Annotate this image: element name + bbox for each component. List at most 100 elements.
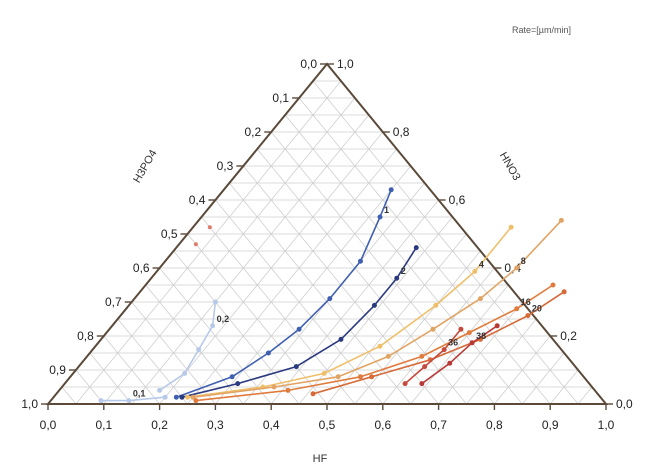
series-point	[458, 326, 464, 332]
series-point	[469, 340, 475, 346]
bottom-tick-label: 1,0	[598, 418, 615, 432]
left-tick-label: 0,8	[77, 329, 94, 343]
series-point	[394, 275, 400, 281]
series-point	[327, 296, 333, 302]
series-point	[433, 302, 439, 308]
series-label-0,1: 0,1	[133, 389, 146, 399]
series-point	[210, 323, 216, 329]
grid-line	[256, 148, 467, 405]
series-point	[419, 381, 425, 387]
right-tick-label: 1,0	[337, 57, 354, 71]
tick-layer: 0,0 0,1 0,2 0,3 0,4 0,5 0,6 0,7 0,8 0,9 1,00,00,10…	[21, 57, 633, 432]
series-point	[550, 282, 556, 288]
grid-line	[103, 335, 160, 405]
series-point	[235, 381, 241, 387]
right-tick-label: 0,4	[504, 261, 521, 275]
grid-line	[466, 318, 537, 405]
series-point	[321, 370, 327, 376]
rate-annotation: Rate=[µm/min]	[512, 25, 571, 35]
series-point	[558, 217, 564, 223]
grid-line	[326, 233, 467, 405]
series-point	[385, 353, 391, 359]
grid-line	[131, 114, 370, 405]
grid-line	[410, 284, 509, 405]
grid-line	[131, 301, 216, 405]
series-point	[357, 258, 363, 264]
left-tick-label: 0,1	[272, 91, 289, 105]
grid-line	[89, 352, 133, 405]
grid-line	[201, 216, 356, 405]
series-point	[157, 387, 163, 393]
series-point	[447, 360, 453, 366]
series-point	[369, 374, 375, 380]
series-label-0,2: 0,2	[217, 314, 230, 324]
grid-layer	[61, 80, 593, 405]
series-curve-8	[192, 219, 563, 398]
bottom-tick-label: 0,1	[95, 418, 112, 432]
series-point	[98, 398, 104, 404]
left-tick-label: 0,5	[161, 227, 178, 241]
series-label-20: 20	[532, 304, 542, 314]
series-point	[182, 370, 188, 376]
series-point	[514, 306, 520, 312]
series-point	[377, 214, 383, 220]
right-tick-label: 0,8	[393, 125, 410, 139]
series-label-16: 16	[521, 297, 531, 307]
grid-line	[187, 233, 328, 405]
series-point	[271, 384, 277, 390]
grid-line	[61, 386, 77, 405]
axis-title-h3po4: H3PO4	[131, 148, 159, 185]
series-point	[472, 268, 478, 274]
left-tick-label: 0,3	[217, 159, 234, 173]
bottom-tick-label: 0,8	[486, 418, 503, 432]
series-point	[173, 394, 179, 400]
series-point	[179, 394, 185, 400]
bottom-tick-label: 0,6	[374, 418, 391, 432]
series-point	[525, 313, 531, 319]
left-tick-label: 0,0	[300, 57, 317, 71]
series-point	[296, 326, 302, 332]
series-point	[185, 394, 190, 400]
series-point	[190, 394, 196, 400]
axis-title-hf: HF	[313, 453, 328, 464]
left-tick-label: 0,4	[189, 193, 206, 207]
series-point	[335, 374, 341, 380]
bottom-tick-label: 0,4	[263, 418, 280, 432]
bottom-tick-label: 0,9	[542, 418, 559, 432]
series-point	[419, 353, 425, 359]
grid-line	[284, 114, 523, 405]
series-point	[310, 391, 316, 397]
series-point	[212, 299, 218, 305]
grid-line	[549, 369, 579, 405]
series-point	[229, 374, 235, 380]
series-label-1: 1	[384, 205, 389, 215]
series-point	[402, 381, 408, 387]
series-curve-36	[404, 328, 462, 385]
series-curve-20	[312, 291, 565, 395]
left-tick-label: 0,7	[105, 295, 122, 309]
left-tick-label: 1,0	[21, 397, 38, 411]
series-point	[357, 374, 363, 380]
extra-marker	[193, 242, 198, 247]
series-label-4: 4	[479, 259, 484, 269]
grid-line	[312, 80, 579, 405]
grid-line	[438, 301, 523, 405]
grid-line	[159, 267, 272, 405]
grid-line	[117, 318, 188, 405]
series-point	[126, 398, 132, 404]
series-point	[371, 302, 377, 308]
right-tick-label: 0,6	[449, 193, 466, 207]
grid-line	[577, 386, 593, 405]
series-point	[196, 347, 202, 353]
grid-line	[382, 267, 495, 405]
series-point	[422, 364, 428, 370]
series-curve-38	[421, 325, 498, 385]
series-point	[561, 289, 567, 295]
left-tick-label: 0,2	[245, 125, 262, 139]
series-point	[338, 336, 344, 342]
series-point	[430, 326, 436, 332]
extra-marker	[207, 225, 212, 230]
series-point	[514, 265, 520, 271]
